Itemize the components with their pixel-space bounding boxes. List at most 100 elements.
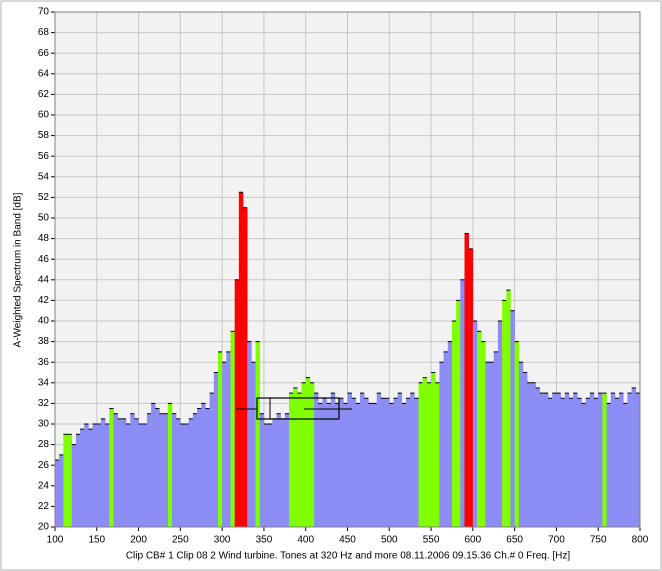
bar <box>92 424 98 527</box>
bar <box>585 398 591 527</box>
bar <box>314 393 319 527</box>
bar <box>623 403 628 527</box>
y-tick-label: 40 <box>38 316 50 327</box>
bar <box>573 393 578 527</box>
y-tick-label: 58 <box>38 130 50 141</box>
bar <box>243 207 248 527</box>
bar <box>301 382 307 527</box>
bar <box>309 382 315 527</box>
bar <box>268 424 273 527</box>
y-tick-label: 68 <box>38 27 50 38</box>
x-tick-label: 550 <box>423 535 440 546</box>
bar <box>293 387 298 527</box>
bar <box>556 393 561 527</box>
y-tick-label: 60 <box>38 110 50 121</box>
bar <box>355 403 361 527</box>
bar <box>385 398 390 527</box>
bar <box>472 321 478 527</box>
bar <box>213 372 219 527</box>
bar <box>523 372 528 527</box>
bar <box>502 300 507 527</box>
bar <box>410 393 415 527</box>
bar <box>627 393 632 527</box>
y-tick-label: 22 <box>38 501 50 512</box>
bar <box>55 460 60 527</box>
bar <box>176 418 181 527</box>
bar <box>560 398 566 527</box>
bar <box>464 233 469 527</box>
bar <box>506 290 511 527</box>
y-tick-label: 26 <box>38 460 50 471</box>
bar <box>201 403 206 527</box>
bar <box>456 300 461 527</box>
y-tick-label: 42 <box>38 295 50 306</box>
bar <box>163 413 169 527</box>
bar <box>297 393 302 527</box>
bar <box>422 377 428 527</box>
x-tick-label: 400 <box>297 535 314 546</box>
bar <box>552 393 557 527</box>
bar <box>151 403 156 527</box>
bar <box>138 424 144 527</box>
bar <box>180 424 185 527</box>
bar <box>631 387 637 527</box>
bar <box>435 382 440 527</box>
bar <box>418 382 424 527</box>
y-tick-label: 32 <box>38 398 50 409</box>
bar <box>330 393 336 527</box>
bar <box>548 398 553 527</box>
bar <box>594 398 599 527</box>
bar <box>197 408 202 527</box>
x-tick-label: 500 <box>381 535 398 546</box>
x-tick-label: 450 <box>339 535 356 546</box>
bar <box>568 398 574 527</box>
x-tick-label: 350 <box>256 535 273 546</box>
bar <box>372 403 378 527</box>
ticks: 20 22 24 26 28 30 32 34 36 38 40 42 44 46 48 50 52 54 56 58… <box>38 7 649 546</box>
bar <box>67 434 73 527</box>
bar <box>347 393 352 527</box>
bar <box>226 351 231 527</box>
y-axis-label: A-Weighted Spectrum in Band [dB] <box>13 192 24 347</box>
y-tick-label: 52 <box>38 192 50 203</box>
bar <box>485 362 490 527</box>
bar <box>167 403 173 527</box>
bar <box>255 341 261 527</box>
bar <box>276 413 281 527</box>
x-tick-label: 300 <box>214 535 231 546</box>
y-tick-label: 46 <box>38 254 50 265</box>
bar <box>460 279 465 527</box>
plot-frame <box>54 11 641 528</box>
x-tick-label: 800 <box>632 535 649 546</box>
bar <box>376 393 382 527</box>
bar <box>142 424 148 527</box>
bar <box>431 372 436 527</box>
bar <box>100 418 106 527</box>
bar <box>59 454 64 527</box>
bar <box>527 382 532 527</box>
bar <box>322 398 327 527</box>
bar <box>80 429 85 527</box>
bar <box>230 331 235 527</box>
bar <box>209 393 215 527</box>
x-tick-label: 700 <box>548 535 565 546</box>
bar <box>234 279 240 527</box>
bar <box>481 341 486 527</box>
y-tick-label: 50 <box>38 213 50 224</box>
bar <box>468 248 474 527</box>
y-tick-label: 44 <box>38 274 50 285</box>
bar <box>96 424 102 527</box>
bar <box>360 393 365 527</box>
bar <box>602 393 607 527</box>
y-tick-label: 24 <box>38 480 50 491</box>
bar <box>439 362 444 527</box>
bar <box>117 418 123 527</box>
bar <box>489 362 495 527</box>
bar <box>397 393 403 527</box>
bar <box>414 398 419 527</box>
bar <box>188 418 194 527</box>
bar <box>84 424 89 527</box>
bar <box>393 398 398 527</box>
bar <box>443 351 449 527</box>
